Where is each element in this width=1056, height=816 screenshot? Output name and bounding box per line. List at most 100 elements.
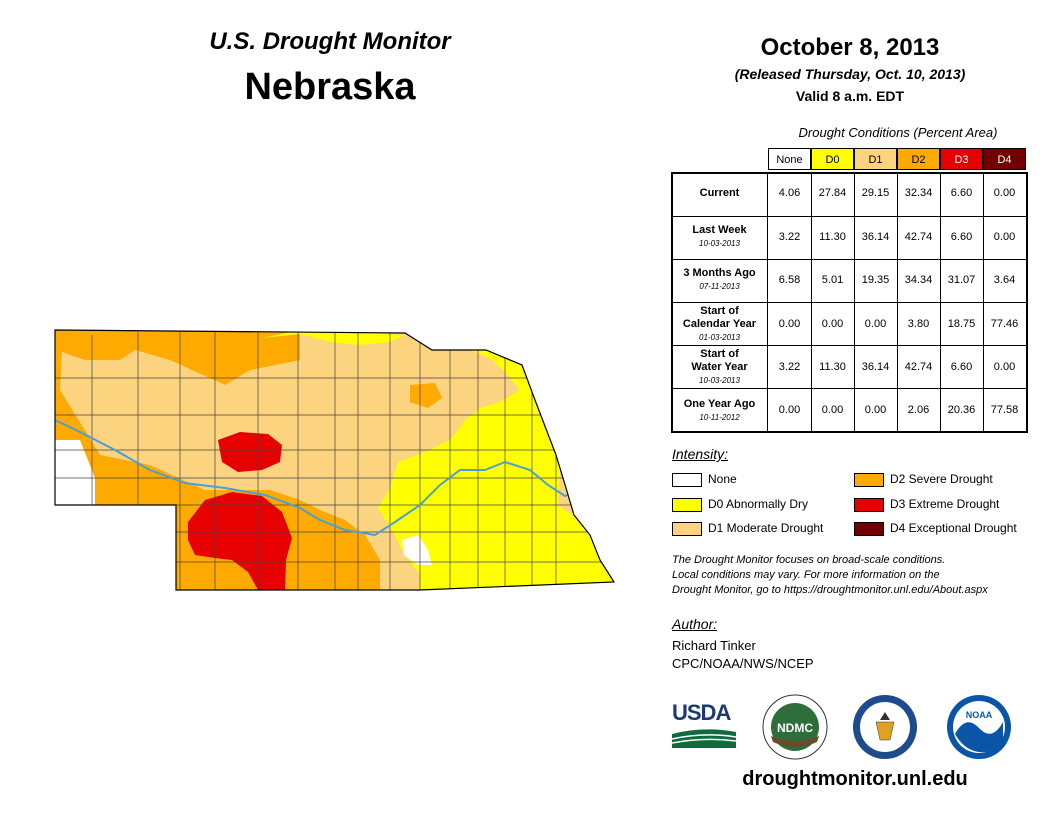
d3-region-south bbox=[188, 492, 292, 590]
none-region-central bbox=[402, 535, 432, 565]
col-header-d1: D1 bbox=[854, 148, 897, 170]
table-cell: 3.22 bbox=[778, 231, 801, 243]
legend-item-d0: D0 Abnormally Dry bbox=[672, 496, 808, 512]
row-label-3-months: 3 Months Ago 07-11-2013 bbox=[683, 267, 756, 291]
legend-item-d2: D2 Severe Drought bbox=[854, 471, 993, 487]
table-divider bbox=[983, 174, 984, 431]
county-boundaries bbox=[55, 332, 610, 590]
table-cell: 0.00 bbox=[993, 187, 1016, 199]
table-cell: 0.00 bbox=[864, 404, 887, 416]
table-cell: 2.06 bbox=[907, 404, 930, 416]
platte-river bbox=[55, 419, 576, 537]
table-divider bbox=[897, 174, 898, 431]
page-title: U.S. Drought Monitor bbox=[209, 28, 451, 55]
table-cell: 31.07 bbox=[947, 274, 976, 286]
col-header-none: None bbox=[768, 148, 811, 170]
table-cell: 32.34 bbox=[904, 187, 933, 199]
legend-swatch bbox=[854, 472, 884, 487]
state-name: Nebraska bbox=[244, 66, 416, 108]
table-cell: 3.64 bbox=[993, 274, 1016, 286]
usda-field-icon bbox=[671, 729, 737, 748]
col-header-d2: D2 bbox=[897, 148, 940, 170]
legend-swatch bbox=[672, 521, 702, 536]
table-cell: 0.00 bbox=[778, 318, 801, 330]
col-header-d0: D0 bbox=[811, 148, 854, 170]
table-cell: 0.00 bbox=[993, 361, 1016, 373]
table-divider bbox=[673, 388, 1026, 389]
legend-item-d4: D4 Exceptional Drought bbox=[854, 520, 1017, 536]
row-label-last-week: Last Week 10-03-2013 bbox=[692, 224, 747, 248]
legend-swatch bbox=[854, 497, 884, 512]
table-cell: 18.75 bbox=[947, 318, 976, 330]
table-divider bbox=[940, 174, 941, 431]
disclaimer-note: The Drought Monitor focuses on broad-sca… bbox=[672, 553, 1042, 598]
legend-swatch bbox=[854, 521, 884, 536]
table-cell: 77.46 bbox=[990, 318, 1019, 330]
table-cell: 34.34 bbox=[904, 274, 933, 286]
col-header-d4: D4 bbox=[983, 148, 1026, 170]
table-cell: 6.58 bbox=[778, 274, 801, 286]
table-caption: Drought Conditions (Percent Area) bbox=[798, 125, 998, 140]
legend-item-none: None bbox=[672, 471, 737, 487]
legend-item-d1: D1 Moderate Drought bbox=[672, 520, 823, 536]
table-cell: 19.35 bbox=[861, 274, 890, 286]
row-label-current: Current bbox=[699, 187, 740, 199]
table-divider bbox=[673, 259, 1026, 260]
ndmc-logo: NDMC bbox=[762, 694, 828, 760]
table-cell: 3.22 bbox=[778, 361, 801, 373]
author-heading: Author: bbox=[672, 616, 718, 632]
table-divider bbox=[854, 174, 855, 431]
author-name: Richard Tinker bbox=[672, 638, 756, 653]
legend-swatch bbox=[672, 472, 702, 487]
state-outline bbox=[54, 329, 616, 591]
table-cell: 0.00 bbox=[778, 404, 801, 416]
about-link[interactable]: Drought Monitor, go to https://droughtmo… bbox=[672, 584, 988, 596]
author-organization: CPC/NOAA/NWS/NCEP bbox=[672, 656, 814, 671]
conditions-table bbox=[671, 172, 1028, 433]
none-region-west bbox=[55, 440, 95, 505]
table-cell: 29.15 bbox=[861, 187, 890, 199]
website-link[interactable]: droughtmonitor.unl.edu bbox=[742, 768, 968, 790]
table-cell: 3.80 bbox=[907, 318, 930, 330]
row-label-one-year: One Year Ago 10-11-2012 bbox=[683, 398, 756, 422]
table-cell: 11.30 bbox=[819, 231, 846, 243]
table-cell: 6.60 bbox=[950, 231, 973, 243]
release-date: (Released Thursday, Oct. 10, 2013) bbox=[734, 66, 966, 82]
map-date: October 8, 2013 bbox=[760, 34, 940, 61]
table-cell: 5.01 bbox=[821, 274, 844, 286]
nebraska-drought-map bbox=[54, 329, 616, 591]
table-cell: 27.84 bbox=[818, 187, 847, 199]
legend-item-d3: D3 Extreme Drought bbox=[854, 496, 999, 512]
table-cell: 6.60 bbox=[950, 187, 973, 199]
table-cell: 36.14 bbox=[861, 361, 890, 373]
row-label-calendar-year: Start of Calendar Year 01-03-2013 bbox=[682, 305, 757, 342]
table-divider bbox=[767, 174, 768, 431]
valid-time: Valid 8 a.m. EDT bbox=[795, 88, 905, 104]
legend-swatch bbox=[672, 497, 702, 512]
table-divider bbox=[811, 174, 812, 431]
legend-title: Intensity: bbox=[672, 446, 729, 462]
table-divider bbox=[673, 345, 1026, 346]
noaa-logo: NOAA bbox=[947, 695, 1011, 759]
table-cell: 0.00 bbox=[821, 318, 844, 330]
table-cell: 0.00 bbox=[821, 404, 844, 416]
row-label-water-year: Start of Water Year 10-03-2013 bbox=[691, 348, 748, 385]
table-cell: 36.14 bbox=[861, 231, 890, 243]
table-divider bbox=[673, 216, 1026, 217]
noaa-logo-text: NOAA bbox=[966, 710, 993, 720]
table-cell: 6.60 bbox=[950, 361, 973, 373]
table-cell: 42.74 bbox=[904, 361, 933, 373]
table-divider bbox=[673, 302, 1026, 303]
ndmc-logo-text: NDMC bbox=[777, 721, 813, 735]
col-header-d3: D3 bbox=[940, 148, 983, 170]
d2-region-north bbox=[410, 383, 442, 408]
usda-logo: USDA bbox=[671, 700, 737, 750]
table-cell: 42.74 bbox=[904, 231, 933, 243]
table-cell: 0.00 bbox=[993, 231, 1016, 243]
table-cell: 77.58 bbox=[990, 404, 1019, 416]
table-cell: 0.00 bbox=[864, 318, 887, 330]
table-cell: 20.36 bbox=[947, 404, 976, 416]
table-cell: 4.06 bbox=[778, 187, 801, 199]
commerce-seal-logo bbox=[853, 695, 917, 759]
d3-region-north bbox=[218, 432, 282, 472]
